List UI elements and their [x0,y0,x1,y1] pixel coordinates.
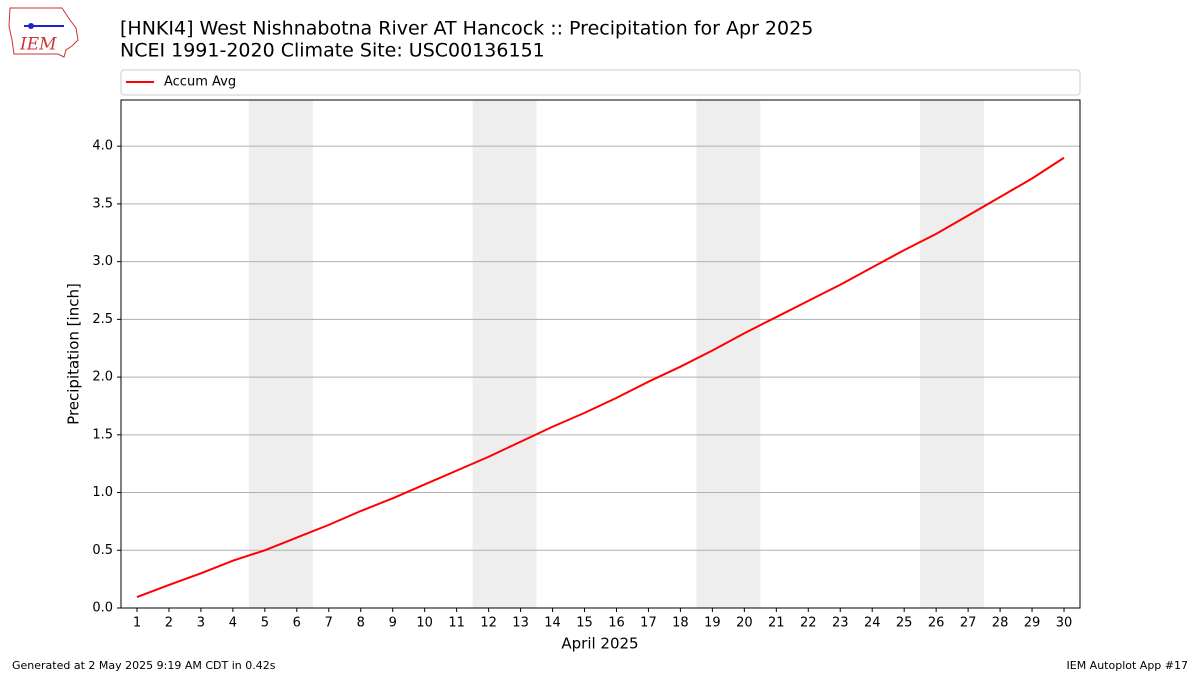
plot-frame [120,99,1081,609]
y-tick-label: 4.0 [92,139,113,154]
x-tick-label: 18 [672,616,689,631]
x-tick-label: 11 [448,616,465,631]
legend-box [120,69,1081,96]
x-tick-label: 6 [293,616,301,631]
y-tick-label: 1.5 [92,427,113,442]
x-tick-label: 30 [1056,616,1073,631]
weekend-band [472,100,537,608]
x-tick-label: 17 [640,616,657,631]
x-tick-label: 22 [800,616,817,631]
x-tick-label: 14 [544,616,561,631]
y-tick-label: 1.0 [92,485,113,500]
y-tick-label: 2.0 [92,370,113,385]
x-tick-label: 27 [960,616,977,631]
x-tick-label: 5 [261,616,269,631]
weekend-band [920,100,985,608]
x-tick-label: 23 [832,616,849,631]
legend-label: Accum Avg [164,75,236,90]
chart-title: [HNKI4] West Nishnabotna River AT Hancoc… [120,18,813,40]
x-tick-label: 21 [768,616,785,631]
x-tick-label: 4 [229,616,237,631]
x-tick-label: 12 [480,616,497,631]
logo-outline [8,7,79,58]
chart-subtitle: NCEI 1991-2020 Climate Site: USC00136151 [120,40,545,62]
footer-left: Generated at 2 May 2025 9:19 AM CDT in 0… [12,659,276,672]
x-tick-label: 16 [608,616,625,631]
x-tick-label: 29 [1024,616,1041,631]
footer-right: IEM Autoplot App #17 [1067,659,1189,672]
y-tick-label: 3.0 [92,254,113,269]
x-tick-label: 2 [165,616,173,631]
x-tick-label: 7 [325,616,333,631]
logo-dot [28,23,34,29]
x-tick-label: 10 [416,616,433,631]
y-tick-label: 0.0 [92,601,113,616]
x-tick-label: 8 [357,616,365,631]
logo-text: IEM [19,35,57,55]
x-tick-label: 15 [576,616,593,631]
y-axis-label: Precipitation [inch] [65,283,83,425]
logo: IEM [8,7,79,58]
x-tick-label: 3 [197,616,205,631]
x-tick-label: 9 [389,616,397,631]
x-axis-label: April 2025 [561,635,638,653]
x-tick-label: 28 [992,616,1009,631]
x-tick-label: 24 [864,616,881,631]
y-tick-label: 0.5 [92,543,113,558]
x-tick-label: 19 [704,616,721,631]
y-tick-label: 3.5 [92,196,113,211]
x-tick-label: 13 [512,616,529,631]
x-tick-label: 26 [928,616,945,631]
y-tick-label: 2.5 [92,312,113,327]
series-line [136,156,1065,598]
x-tick-label: 25 [896,616,913,631]
weekend-band [248,100,313,608]
x-tick-label: 20 [736,616,753,631]
x-tick-label: 1 [133,616,141,631]
